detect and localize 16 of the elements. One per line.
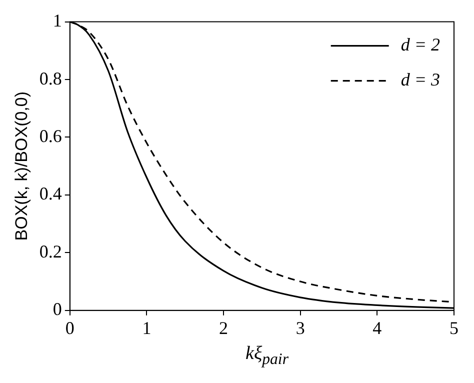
legend-label: d = 3 <box>400 70 440 90</box>
x-tick-label: 3 <box>296 318 305 338</box>
x-tick-label: 4 <box>372 318 382 338</box>
y-tick-label: 0.4 <box>39 184 62 204</box>
x-tick-label: 2 <box>219 318 228 338</box>
y-tick-label: 0.8 <box>39 68 62 88</box>
x-tick-label: 1 <box>142 318 152 338</box>
x-axis-title: kξ$_{pair}$ <box>244 343 290 369</box>
legend-label: d = 2 <box>400 34 440 55</box>
x-tick-label: 5 <box>450 318 458 338</box>
y-axis-title: BOX(k, k)/BOX(0,0) <box>12 91 31 241</box>
y-tick-label: 0 <box>52 299 62 320</box>
y-tick-label: 1 <box>52 10 62 31</box>
y-tick-label: 0.2 <box>39 241 62 262</box>
x-tick-label: 0 <box>65 318 74 338</box>
y-tick-label: 0.6 <box>39 126 62 146</box>
